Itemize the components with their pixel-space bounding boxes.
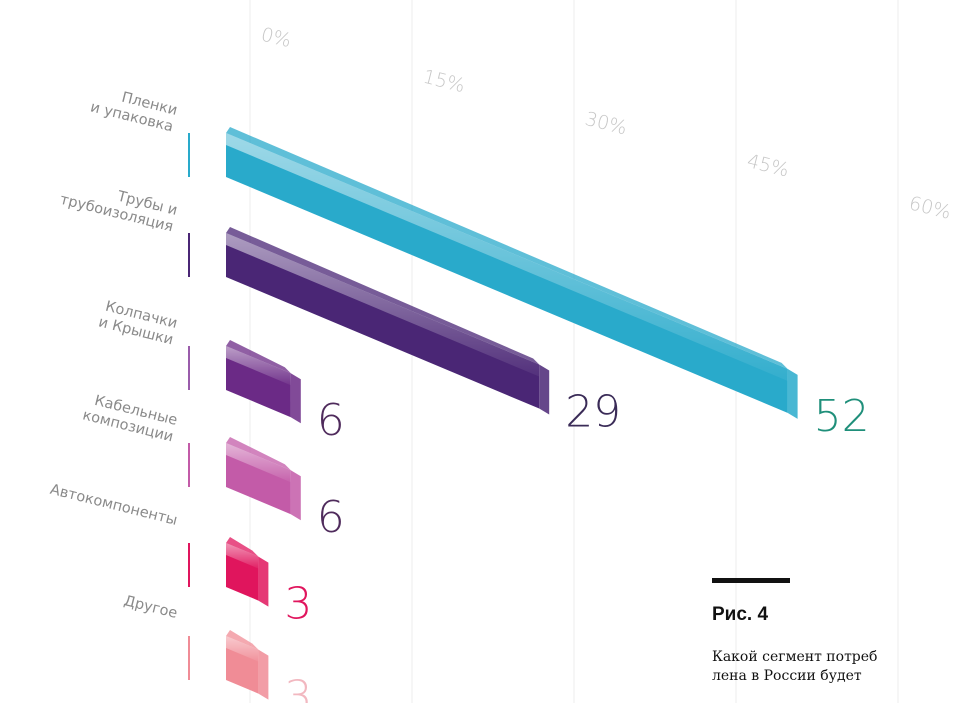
bar-shine <box>226 346 291 386</box>
bar-shine <box>226 543 259 569</box>
category-marker <box>188 636 190 680</box>
bar-top <box>226 630 259 650</box>
bar <box>226 437 301 521</box>
bar-top <box>226 537 259 557</box>
bars <box>226 127 798 700</box>
value-label: 6 <box>317 395 345 446</box>
caption-rule <box>712 578 790 583</box>
bar-end <box>290 373 301 424</box>
bar-shine <box>226 636 259 662</box>
bar-end <box>787 368 798 419</box>
bar-end <box>258 649 269 700</box>
caption-line: лена в России будет <box>712 668 862 684</box>
bar-end <box>539 364 550 415</box>
bar-shine <box>226 233 540 377</box>
category-marker <box>188 133 190 177</box>
bar-top <box>226 127 788 369</box>
gridlines <box>249 0 899 703</box>
figure-caption: Какой сегмент потреб лена в России будет <box>712 648 961 686</box>
x-tick-label: 0% <box>259 24 294 53</box>
bar-top <box>226 340 291 374</box>
x-tick-label: 15% <box>421 66 467 98</box>
bar <box>226 227 550 415</box>
category-marker <box>188 233 190 277</box>
bar <box>226 630 269 700</box>
category-label-line: Автокомпоненты <box>48 482 178 529</box>
bar <box>226 340 301 424</box>
bar-shine <box>226 133 788 381</box>
value-label: 3 <box>284 579 312 630</box>
category-label: Другое <box>122 593 179 622</box>
category-marker <box>188 543 190 587</box>
category-marker <box>188 346 190 390</box>
value-label: 3 <box>284 672 312 703</box>
x-tick-label: 45% <box>745 150 791 182</box>
bar-end <box>290 470 301 521</box>
bar-top <box>226 437 291 471</box>
x-tick-label: 30% <box>583 108 629 140</box>
value-label: 29 <box>565 387 621 438</box>
category-label: Автокомпоненты <box>48 482 178 529</box>
value-label: 6 <box>317 492 345 543</box>
bar-shine <box>226 443 291 483</box>
bar <box>226 127 798 419</box>
bar-top <box>226 227 540 365</box>
figure-label: Рис. 4 <box>712 604 769 625</box>
value-label: 52 <box>814 391 870 442</box>
bar <box>226 537 269 607</box>
bar-end <box>258 556 269 607</box>
category-marker <box>188 443 190 487</box>
caption-line: Какой сегмент потреб <box>712 649 878 665</box>
x-tick-label: 60% <box>907 192 953 224</box>
category-label-line: Другое <box>122 593 179 622</box>
